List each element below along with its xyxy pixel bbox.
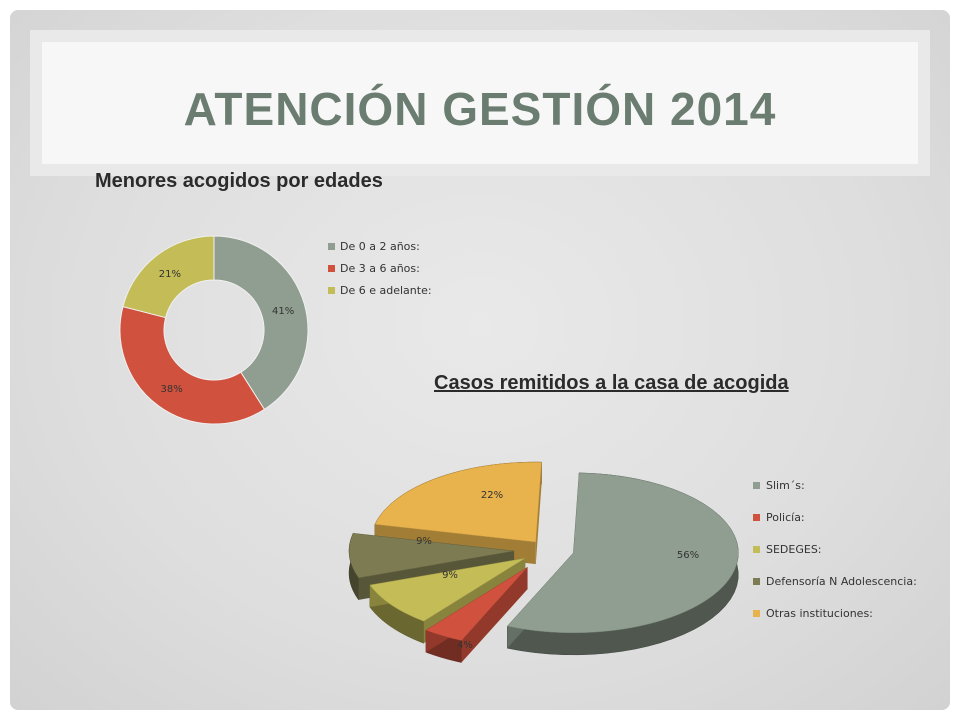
slide: ATENCIÓN GESTIÓN 2014 Menores acogidos p… [10,10,950,710]
pie-data-label: 9% [442,570,458,581]
donut-data-label: 41% [272,306,294,317]
pie-data-label: 4% [457,640,473,651]
legend-swatch [328,265,335,272]
pie-chart-title: Casos remitidos a la casa de acogida [434,372,789,394]
legend-label: De 3 a 6 años: [340,262,420,275]
legend-label: Otras instituciones: [766,607,873,620]
pie-data-label: 9% [416,536,432,547]
pie-slice [425,566,528,663]
legend-swatch [753,610,760,617]
donut-chart-title: Menores acogidos por edades [95,170,383,192]
donut-chart: 41% 38% 21% De 0 a 2 años: De 3 a 6 años: De … [119,235,432,425]
pie-slice [506,472,739,656]
donut-slice [122,235,215,319]
legend-swatch [753,514,760,521]
legend-label: Policía: [766,511,805,524]
slide-title: ATENCIÓN GESTIÓN 2014 [183,83,777,135]
legend-label: Slim´s: [766,479,805,492]
legend-swatch [753,482,760,489]
pie-chart-3d: 56% 4% 9% 9% 22% Slim´s: Policía: SEDEGES: Defen… [348,461,917,663]
legend-swatch [328,243,335,250]
legend-swatch [753,546,760,553]
legend-swatch [753,578,760,585]
donut-data-label: 38% [161,384,183,395]
donut-data-label: 21% [159,269,181,280]
pie-data-label: 22% [481,490,503,501]
legend-swatch [328,287,335,294]
pie-data-label: 56% [677,550,699,561]
title-box: ATENCIÓN GESTIÓN 2014 [30,30,930,176]
donut-slice [119,306,266,425]
legend-label: De 6 e adelante: [340,284,432,297]
legend-label: Defensoría N Adolescencia: [766,575,917,588]
donut-slice [213,235,309,411]
legend-label: SEDEGES: [766,543,822,556]
legend-label: De 0 a 2 años: [340,240,420,253]
